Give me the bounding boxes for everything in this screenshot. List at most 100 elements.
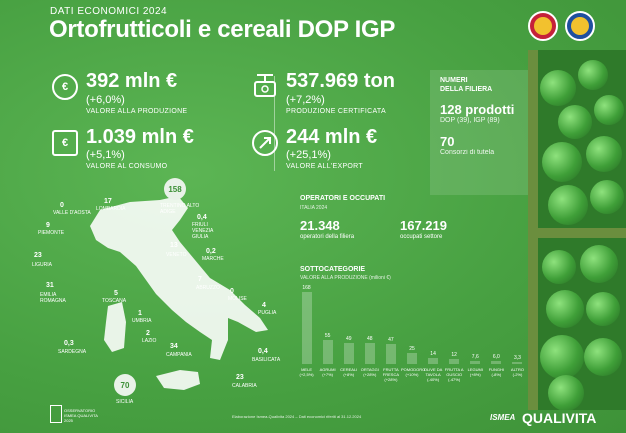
stats-divider [274,76,275,171]
chart-bar [343,343,354,364]
chart-bar [322,340,333,364]
region-value: 17 [104,198,112,205]
dop-logo [528,11,558,41]
region-name: TRENTINO ALTO ADIGE [160,203,200,215]
produzione-pct: (+6,0%) [86,94,125,106]
chart-bar [407,353,417,364]
prodotti-detail: DOP (39), IGP (89) [440,117,500,124]
footer-note: Elaborazione Ismea-Qualivita 2024 – Dati… [232,414,362,419]
region-name: BASILICATA [252,357,281,363]
region-name: SICILIA [116,399,134,405]
chart-value-label: 47 [388,336,394,343]
chart-category-label: ORTAGGI (+28%) [360,367,379,377]
region-name: LAZIO [142,338,157,344]
chart-bar [512,362,523,364]
region-name: MOLISE [228,296,247,302]
chart-category-label: FRUTTA FRESCA (+28%) [382,367,400,382]
region-name: PIEMONTE [38,230,65,236]
consumo-value: 1.039 mln € [86,126,194,148]
chart-value-label: 49 [345,336,352,342]
region-value: 23 [34,252,42,259]
region-value: 4 [262,302,266,309]
region-value: 0,3 [64,340,74,347]
region-name: FRIULI VENEZIA GIULIA [192,222,214,240]
chart-category-label: LEGUMI (+8%) [467,367,483,377]
certificata-label: PRODUZIONE CERTIFICATA [286,108,386,115]
prodotti-value: 128 prodotti [440,102,515,117]
euro-hand-icon: € [52,74,78,100]
ismea-logo: ISMEA [490,413,516,422]
chart-value-label: 7,6 [471,353,479,360]
region-name: ABRUZZO [196,285,220,291]
operatori-subtitle: ITALIA 2024 [300,205,328,211]
chart-value-label: 3,3 [513,355,521,361]
consumo-pct: (+5,1%) [86,149,125,161]
chart-bar [449,358,460,364]
produzione-value: 392 mln € [86,70,178,92]
chart-bar [491,361,502,364]
consorzi-label: Consorzi di tutela [440,149,495,156]
scale-icon [252,70,278,98]
region-name: PUGLIA [258,310,277,316]
osservatorio-logo [50,405,62,423]
region-name: CAMPANIA [166,352,192,358]
export-label: VALORE ALL'EXPORT [286,163,363,170]
region-name: SARDEGNA [58,349,87,355]
region-value: 7 [198,276,202,283]
chart-value-label: 168 [302,285,311,291]
region-value: 5 [114,290,118,297]
chart-category-label: MELE (+2,5%) [299,367,314,377]
certificata-value: 537.969 ton [286,70,395,92]
region-name: CALABRIA [232,383,257,389]
sottocategorie-bar-chart: 168 MELE (+2,5%) 55 AGRUMI (+7%) 49 CEREALI (… [296,284,528,400]
chart-value-label: 25 [409,346,415,353]
chart-category-label: AGRUMI (+7%) [319,367,336,377]
region-value: 1 [138,310,142,317]
region-name: EMILIA ROMAGNA [40,292,66,304]
region-name: VALLE D'AOSTA [53,210,91,216]
chart-category-label: FUNGHI (-8%) [488,367,505,377]
region-value: 0,4 [197,214,207,221]
operatori-title: OPERATORI E OCCUPATI [300,195,386,202]
region-name: UMBRIA [132,318,152,324]
export-pct: (+25,1%) [286,149,331,161]
italy-map [60,190,280,405]
filiera-title-1: NUMERI [440,77,468,84]
vegetables-crate-image [528,50,626,410]
chart-category-label: ALTRO (-2%) [510,367,524,377]
chart-value-label: 48 [367,336,373,343]
region-value: 31 [46,282,54,289]
chart-value-label: 12 [451,351,457,358]
osservatorio-logo-text: OSSERVATORIO ISMEA QUALIVITA 2025 [64,408,98,423]
page-title: Ortofrutticoli e cereali DOP IGP [49,16,396,43]
region-value: 0,2 [206,248,216,255]
chart-bar [301,292,312,364]
chart-value-label: 55 [324,333,331,340]
chart-value-label: 6,0 [492,354,500,361]
occupati-label: occupati settore [400,234,443,240]
qualivita-logo: QUALIVITA [522,410,597,426]
region-value: 13 [170,242,178,249]
produzione-label: VALORE ALLA PRODUZIONE [86,108,188,115]
region-value: 2 [146,330,150,337]
operatori-value: 21.348 [300,218,340,233]
region-value-badge: 158 [164,178,186,200]
filiera-title-2: DELLA FILIERA [440,86,493,93]
chart-category-label: POMODORO (+10%) [401,367,426,377]
chart-bar [364,343,375,364]
consorzi-value: 70 [440,134,455,149]
igp-logo [565,11,595,41]
cart-euro-icon: € [52,130,78,156]
consumo-label: VALORE AL CONSUMO [86,163,168,170]
chart-category-label: OLIVE DA TAVOLA (-40%) [423,367,443,382]
region-value: 0 [230,288,234,295]
region-name: LOMBARDIA [96,206,126,212]
chart-value-label: 14 [430,351,436,357]
region-value: 0 [60,202,64,209]
operatori-label: operatori della filiera [300,234,355,240]
chart-bar [470,360,481,364]
chart-subtitle: VALORE ALLA PRODUZIONE (milioni €) [300,275,391,281]
chart-bar [428,358,439,364]
occupati-value: 167.219 [400,218,447,233]
region-name: TOSCANA [102,298,127,304]
